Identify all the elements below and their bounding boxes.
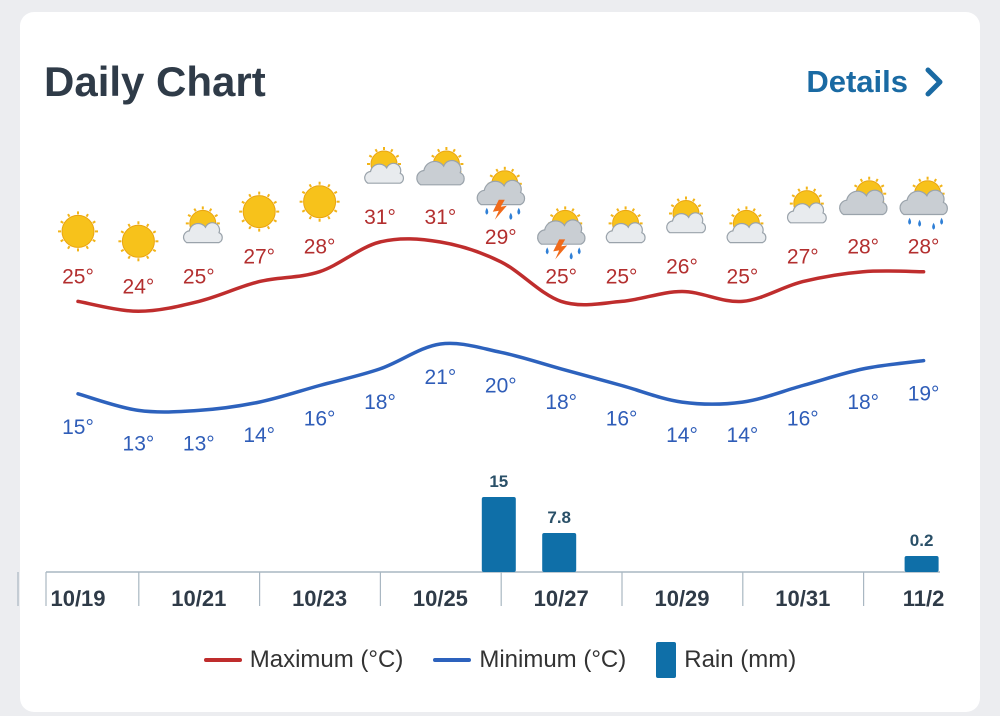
x-tick-label: 10/25 [413, 586, 468, 611]
daily-chart-card [20, 12, 980, 712]
legend-item-maximum: Maximum (°C) [203, 646, 404, 674]
max-temp-label: 28° [908, 236, 940, 259]
max-temp-label: 25° [727, 265, 759, 288]
max-temp-label: 25° [606, 265, 638, 288]
rain-label: 0.2 [910, 531, 934, 550]
legend-item-minimum: Minimum (°C) [433, 646, 626, 674]
max-temp-label: 27° [787, 246, 819, 269]
x-tick-label: 11/2 [903, 586, 945, 611]
min-temp-label: 18° [847, 391, 879, 414]
rain-label: 7.8 [547, 508, 571, 527]
min-temp-label: 13° [123, 432, 155, 455]
min-temp-label: 19° [908, 383, 940, 406]
legend-item-rain: Rain (mm) [656, 642, 796, 678]
min-temp-label: 13° [183, 432, 215, 455]
min-temp-label: 14° [666, 424, 698, 447]
min-temp-line [76, 341, 926, 414]
rain-label: 15 [489, 472, 508, 491]
max-temp-label: 31° [364, 206, 396, 229]
x-tick-label: 10/21 [171, 586, 226, 611]
min-temp-label: 16° [304, 408, 336, 431]
partly-cloudy-icon [726, 206, 767, 244]
min-temp-label: 16° [787, 408, 819, 431]
thunderstorm-icon [537, 206, 586, 260]
max-temp-label: 25° [62, 265, 94, 288]
partly-cloudy-icon [364, 147, 404, 184]
max-temp-label: 28° [847, 236, 879, 259]
legend-label-minimum: Minimum (°C) [479, 646, 627, 673]
thunderstorm-icon [476, 166, 526, 220]
partly-cloudy-icon [605, 206, 646, 244]
sun-icon [118, 221, 159, 262]
max-temp-label: 25° [545, 265, 577, 288]
max-temp-label: 31° [425, 206, 457, 229]
rain-icon [899, 176, 948, 230]
partly-cloudy-icon [666, 196, 706, 234]
cloudy-icon [416, 147, 465, 186]
min-temp-label: 15° [62, 416, 94, 439]
cloudy-icon [839, 176, 888, 216]
min-temp-label: 18° [545, 391, 577, 414]
x-tick-label: 10/19 [50, 586, 105, 611]
legend-swatch-minimum [433, 658, 472, 662]
max-temp-label: 25° [183, 265, 215, 288]
page-title: Daily Chart [44, 58, 266, 105]
x-tick-label: 10/29 [654, 586, 709, 611]
sun-icon [239, 191, 280, 232]
min-temp-label: 14° [243, 424, 275, 447]
chart-legend: Maximum (°C) Minimum (°C) Rain (mm) [0, 642, 1000, 678]
partly-cloudy-icon [182, 206, 223, 244]
legend-swatch-maximum [203, 658, 242, 662]
rain-bar [542, 533, 577, 572]
sun-icon [58, 211, 98, 252]
details-link[interactable]: Details [806, 64, 944, 100]
rain-bar [904, 556, 939, 572]
details-label: Details [806, 64, 908, 99]
x-tick-label: 10/27 [534, 586, 589, 611]
max-temp-label: 24° [123, 275, 155, 298]
min-temp-label: 20° [485, 374, 517, 397]
rain-bar [481, 497, 516, 572]
min-temp-label: 21° [425, 366, 457, 389]
x-tick-label: 10/23 [292, 586, 347, 611]
max-temp-label: 26° [666, 256, 698, 279]
x-tick-label: 10/31 [775, 586, 830, 611]
legend-swatch-rain [656, 642, 677, 678]
max-temp-label: 27° [243, 246, 275, 269]
min-temp-label: 14° [727, 424, 759, 447]
legend-label-maximum: Maximum (°C) [249, 646, 404, 673]
legend-label-rain: Rain (mm) [684, 646, 797, 673]
min-temp-label: 18° [364, 391, 396, 414]
max-temp-label: 28° [304, 236, 336, 259]
min-temp-label: 16° [606, 408, 638, 431]
max-temp-label: 29° [485, 226, 517, 249]
max-temp-line [76, 237, 926, 314]
sun-icon [299, 181, 340, 222]
chevron-right-icon [925, 67, 943, 97]
partly-cloudy-icon [786, 186, 827, 224]
